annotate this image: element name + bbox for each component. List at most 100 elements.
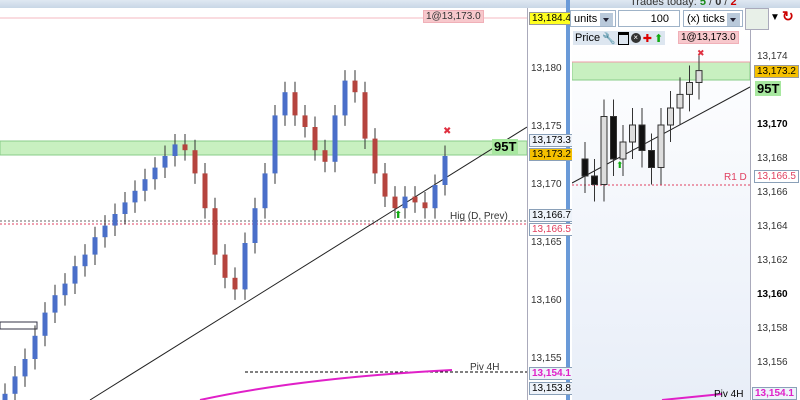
- close-icon[interactable]: ×: [630, 33, 641, 43]
- move-up-icon[interactable]: ⬆: [653, 32, 664, 45]
- axis-divider: [527, 8, 528, 400]
- price-box-r1: 13,166.5: [529, 223, 574, 236]
- candle: [342, 80, 348, 116]
- wrench-icon[interactable]: 🔧: [602, 32, 616, 45]
- price-box-r1: 13,166.5: [754, 170, 799, 183]
- candle: [648, 150, 655, 168]
- drawn-box: [0, 321, 38, 330]
- trades-win: 5: [699, 0, 707, 8]
- candle: [292, 92, 298, 116]
- axis-tick-label: 13,164: [757, 221, 788, 232]
- axis-tick-label: 13,165: [531, 237, 562, 248]
- candle: [202, 173, 208, 209]
- order-label[interactable]: 1@13,173.0: [423, 10, 484, 23]
- order-label[interactable]: 1@13,173.0: [678, 31, 739, 44]
- axis-tick-label: 13,160: [531, 295, 562, 306]
- trades-today: Trades today: 5 / 0 / 2: [630, 0, 737, 8]
- units-value: units: [574, 13, 598, 25]
- secondary-price-chart[interactable]: ✖⬆: [572, 30, 750, 400]
- trendline: [89, 126, 527, 400]
- buy-arrow-icon: ⬆: [394, 210, 402, 221]
- candle: [42, 312, 48, 336]
- candle: [432, 185, 438, 209]
- axis-tick-label: 13,170: [757, 119, 788, 130]
- price-box-top: 13,184.4: [529, 12, 574, 25]
- axis-tick-label: 13,170: [531, 179, 562, 190]
- candle: [222, 254, 228, 278]
- candle: [322, 150, 328, 162]
- candle: [22, 359, 28, 377]
- chart-type-icon[interactable]: [745, 8, 769, 30]
- units-select[interactable]: units: [570, 10, 616, 27]
- position-zone: [0, 140, 527, 156]
- axis-tick-label: 13,174: [757, 51, 788, 62]
- candle: [422, 202, 428, 209]
- move-down-icon[interactable]: ✚: [642, 32, 652, 45]
- candle: [302, 115, 308, 127]
- r1-label: R1 D: [724, 172, 747, 183]
- position-zone: [572, 61, 750, 81]
- position-badge[interactable]: 95T: [492, 139, 519, 154]
- price-box-last: 13,173.2: [529, 148, 574, 161]
- candle: [282, 92, 288, 116]
- candle: [362, 92, 368, 139]
- price-label: Price: [575, 32, 601, 44]
- candle: [252, 208, 258, 243]
- panel-splitter[interactable]: [566, 0, 570, 400]
- quantity-value: 100: [650, 13, 669, 25]
- refresh-icon[interactable]: ↻: [782, 8, 794, 24]
- prev-high-label: Hig (D, Prev): [450, 211, 508, 222]
- position-badge[interactable]: 95T: [755, 81, 782, 96]
- candle: [372, 138, 378, 174]
- price-box-prev-high: 13,166.7: [529, 209, 574, 222]
- candle: [212, 208, 218, 255]
- candle: [182, 144, 188, 151]
- axis-tick-label: 13,162: [757, 255, 788, 266]
- candle: [695, 70, 703, 83]
- candle: [192, 150, 198, 174]
- candle: [667, 107, 674, 126]
- axis-tick-label: 13,155: [531, 353, 562, 364]
- axis-tick-label: 13,175: [531, 121, 562, 132]
- axis-tick-label: 13,168: [757, 153, 788, 164]
- chart-type-dropdown-icon[interactable]: ▼: [770, 12, 780, 23]
- candle: [92, 237, 98, 255]
- candle: [382, 173, 388, 197]
- offset-unit-select[interactable]: (x) ticks: [683, 10, 743, 27]
- quantity-stepper[interactable]: 100: [618, 10, 680, 27]
- candle: [581, 158, 589, 177]
- candle: [312, 127, 318, 151]
- maximize-icon[interactable]: [617, 31, 629, 45]
- candle: [638, 124, 646, 151]
- piv-label: Piv 4H: [714, 389, 744, 400]
- candle: [600, 116, 608, 185]
- top-toolbar-strip: [0, 0, 800, 8]
- axis-tick-label: 13,158: [757, 323, 788, 334]
- candle: [52, 295, 58, 313]
- axis-tick-label: 13,180: [531, 63, 562, 74]
- buy-arrow-icon: ⬆: [616, 160, 624, 170]
- axis-tick-label: 13,156: [757, 357, 788, 368]
- price-box-ask: 13,173.3: [529, 134, 574, 147]
- candle: [619, 141, 627, 160]
- candle: [132, 190, 138, 203]
- offset-unit-value: (x) ticks: [687, 13, 725, 25]
- candle: [591, 175, 598, 185]
- candle: [232, 277, 238, 290]
- pivot-curve: [661, 393, 723, 400]
- price-panel-header: Price 🔧 × ✚ ⬆: [573, 31, 666, 45]
- chevron-down-icon: [727, 13, 740, 26]
- candle: [686, 82, 693, 95]
- axis-tick-label: 13,160: [757, 289, 788, 300]
- trades-flat: 0: [715, 0, 722, 8]
- sell-marker: ✖: [443, 126, 451, 137]
- candle: [412, 196, 418, 203]
- candle: [657, 124, 665, 168]
- main-price-chart[interactable]: ✖⬆: [0, 8, 527, 400]
- candle: [72, 266, 78, 284]
- candle: [332, 115, 338, 162]
- candle: [172, 144, 178, 156]
- candle: [152, 167, 158, 180]
- trades-loss: 2: [730, 0, 737, 8]
- price-box-low: 13,153.8: [529, 382, 574, 395]
